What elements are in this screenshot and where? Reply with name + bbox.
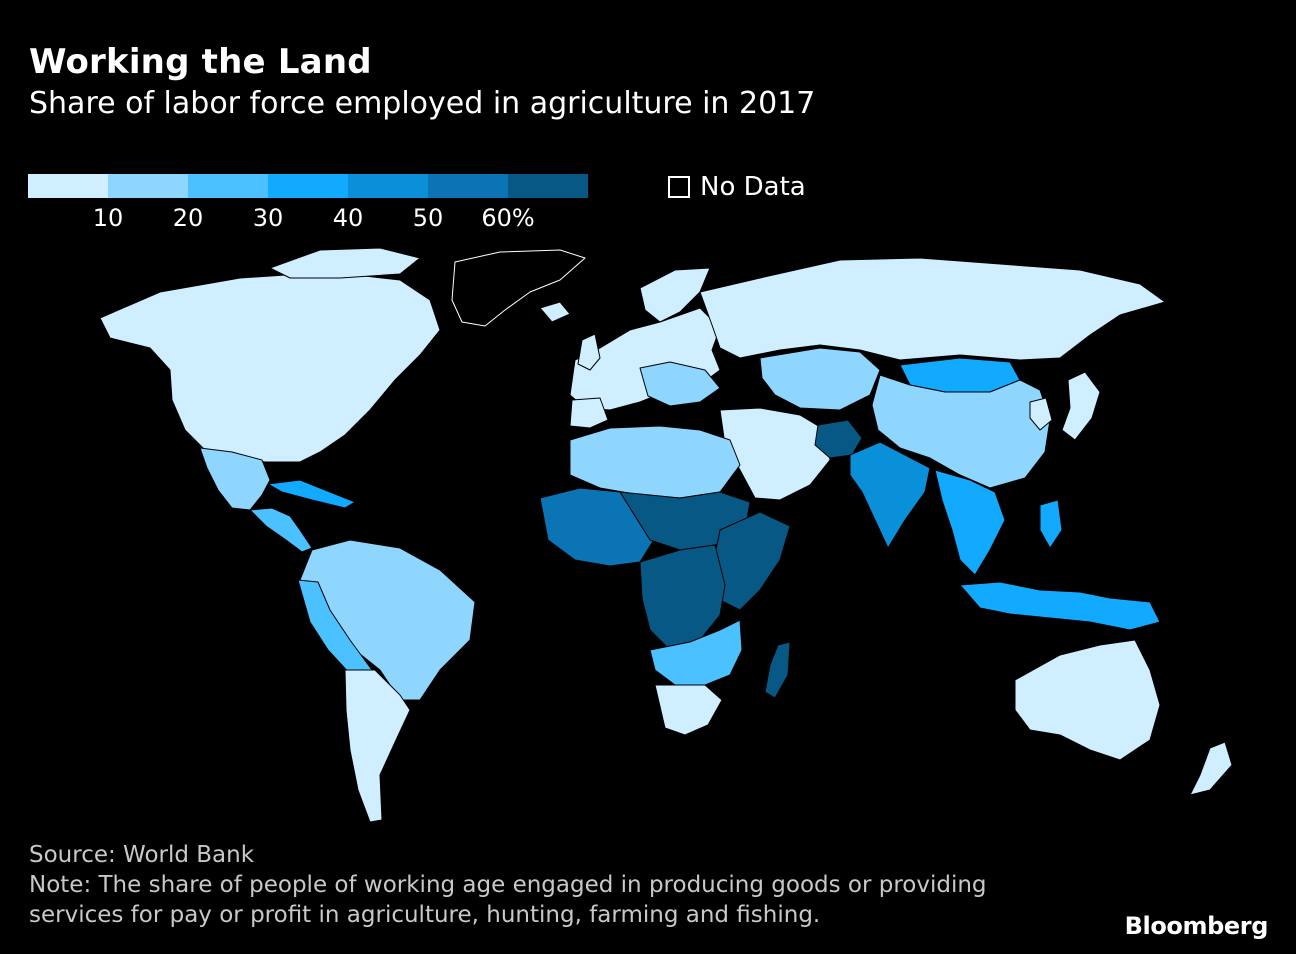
bloomberg-logo: Bloomberg [1124,912,1269,940]
footnote-line-1: Note: The share of people of working age… [29,872,987,898]
no-data-swatch [668,176,690,198]
legend-tick-label: 20 [172,204,204,232]
region-southeast-asia [934,469,1006,576]
region-south-africa [654,684,723,736]
region-india [849,441,931,549]
region-central-asia [759,347,881,411]
legend-swatch-3 [268,174,348,198]
region-new-zealand [1189,741,1233,796]
region-middle-east [719,407,831,501]
chart-title: Working the Land [29,42,372,82]
region-north-africa [569,425,741,499]
region-japan [1061,371,1101,441]
legend-swatch-0 [28,174,108,198]
region-madagascar [764,641,791,699]
region-greenland [451,249,586,327]
legend-tick-label: 40 [332,204,364,232]
no-data-legend: No Data [668,172,806,202]
legend-tick-label: 60% [481,204,535,232]
no-data-label: No Data [700,172,806,202]
region-uk [577,333,601,371]
region-eastern-europe [639,361,721,407]
legend-tick-label: 50 [412,204,444,232]
legend-swatch-2 [188,174,268,198]
color-scale-legend [28,174,588,198]
region-central-america [249,507,313,553]
legend-swatch-1 [108,174,188,198]
region-central-africa [639,544,726,651]
footnote-line-2: services for pay or profit in agricultur… [29,902,821,928]
region-southern-africa [649,619,743,686]
legend-swatch-4 [348,174,428,198]
region-arctic-islands [269,247,421,279]
region-russia [699,257,1166,361]
region-china [871,374,1051,489]
region-iceland [539,301,571,323]
region-korea [1029,397,1053,431]
region-philippines [1039,499,1063,549]
legend-tick-label: 30 [252,204,284,232]
region-caribbean [267,479,356,509]
region-indonesia [959,581,1161,631]
legend-swatch-5 [428,174,508,198]
region-australia [1014,639,1161,761]
source-note: Source: World Bank [29,842,255,868]
legend-tick-label: 10 [92,204,124,232]
region-mexico [199,447,271,511]
region-southern-cone [344,669,411,823]
world-map [99,247,1233,823]
region-scandinavia [639,267,711,323]
region-north-america [99,271,441,463]
legend-swatch-6 [508,174,588,198]
chart-subtitle: Share of labor force employed in agricul… [29,86,816,121]
region-iberia [569,397,609,429]
